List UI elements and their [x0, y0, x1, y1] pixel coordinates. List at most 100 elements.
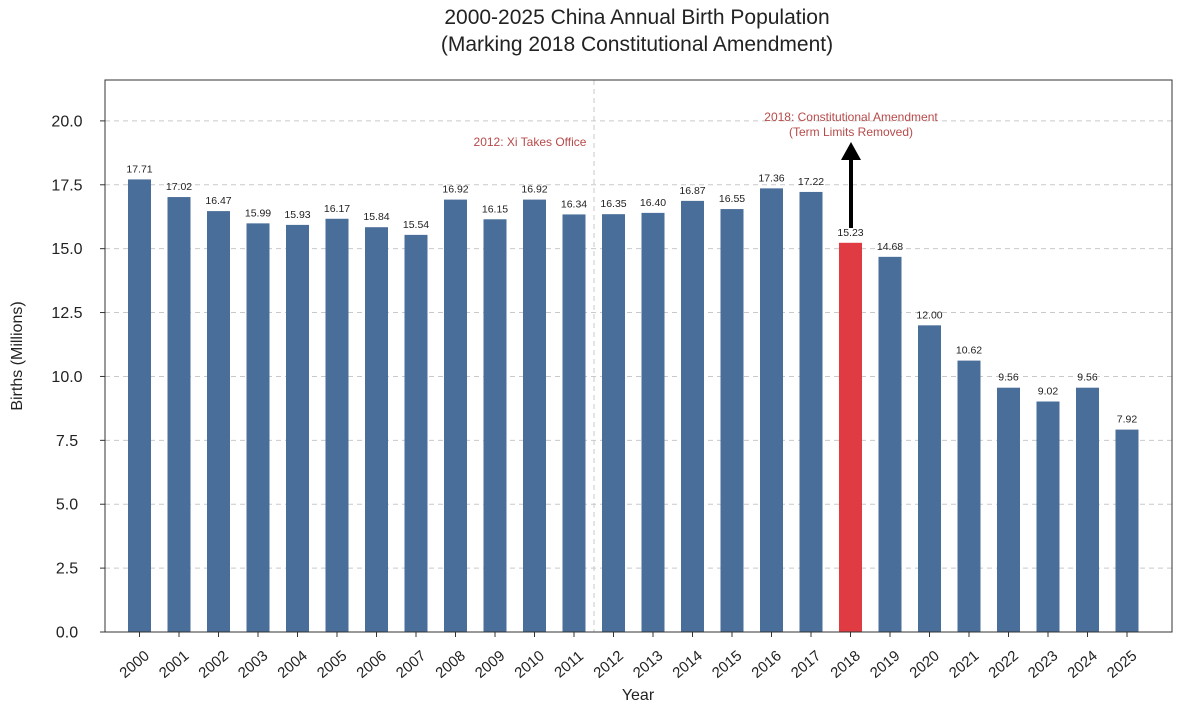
y-tick-label: 0.0 [56, 625, 78, 642]
x-tick-label: 2024 [1064, 647, 1100, 681]
bar-2025 [1115, 429, 1139, 632]
x-tick-label: 2016 [748, 647, 784, 681]
bar-2015 [720, 209, 744, 633]
x-tick-label: 2014 [669, 647, 705, 681]
y-tick-label: 7.5 [56, 433, 78, 450]
x-tick-label: 2020 [906, 647, 942, 681]
bar-2000 [128, 179, 151, 632]
amendment-arrow-head-icon [841, 142, 861, 160]
x-tick-label: 2023 [1025, 647, 1061, 681]
amendment-annotation-line2: (Term Limits Removed) [789, 125, 913, 139]
amendment-annotation-line1: 2018: Constitutional Amendment [764, 110, 938, 124]
bar-value-label: 16.87 [679, 185, 705, 197]
bar-2012 [602, 214, 625, 632]
bar-value-label: 15.54 [403, 219, 429, 231]
y-tick-label: 17.5 [51, 177, 82, 194]
bar-value-label: 16.47 [205, 195, 231, 207]
bar-2009 [483, 219, 507, 632]
x-tick-label: 2021 [946, 647, 982, 681]
y-axis-ticks: 0.0 2.5 5.0 7.5 10.0 12.5 15.0 17.5 20.0 [51, 113, 105, 642]
x-tick-label: 2010 [511, 647, 547, 681]
x-axis-ticks: 2000 2001 2002 2003 2004 2005 2006 2007 2008 2009… [116, 632, 1140, 682]
bar-value-label: 17.36 [758, 172, 784, 184]
x-tick-label: 2001 [156, 647, 192, 681]
chart-title-line2: (Marking 2018 Constitutional Amendment) [441, 33, 833, 56]
y-tick-label: 10.0 [51, 369, 82, 386]
bar-value-label: 16.55 [719, 193, 745, 205]
x-tick-label: 2022 [985, 647, 1021, 681]
y-tick-label: 20.0 [51, 113, 82, 130]
x-tick-label: 2004 [274, 647, 310, 681]
bar-value-label: 10.62 [956, 345, 982, 357]
bar-value-label: 17.02 [166, 181, 192, 193]
bar-2022 [997, 387, 1020, 632]
gridlines [105, 120, 1172, 569]
bar-2003 [246, 223, 270, 632]
x-tick-label: 2005 [314, 647, 350, 681]
bar-2013 [641, 212, 665, 632]
bar-value-label: 15.23 [837, 227, 863, 239]
bar-2018 [839, 242, 862, 633]
bar-value-label: 9.56 [1077, 372, 1098, 384]
bar-value-label: 15.99 [245, 207, 271, 219]
x-tick-label: 2003 [235, 647, 271, 681]
bar-2008 [444, 199, 467, 632]
x-tick-label: 2006 [353, 647, 389, 681]
x-axis-label: Year [622, 687, 655, 704]
bar-value-label: 16.92 [521, 184, 547, 196]
plot-frame [104, 79, 1173, 633]
bar-2005 [325, 218, 349, 632]
bar-value-label: 15.84 [363, 211, 389, 223]
bar-2020 [918, 325, 941, 632]
bar-2004 [286, 224, 309, 632]
x-tick-label: 2011 [551, 648, 587, 682]
bar-value-label: 16.34 [561, 198, 587, 210]
bar-2007 [404, 234, 428, 632]
xi-office-annotation: 2012: Xi Takes Office [474, 135, 587, 149]
bar-value-label: 16.92 [442, 184, 468, 196]
x-tick-label: 2002 [195, 647, 231, 681]
x-tick-label: 2018 [827, 647, 863, 681]
y-tick-label: 2.5 [56, 561, 78, 578]
bar-2006 [365, 227, 388, 632]
bar-2021 [957, 360, 981, 632]
y-tick-label: 15.0 [51, 241, 82, 258]
bar-value-label: 12.00 [916, 309, 942, 321]
chart-title-line1: 2000-2025 China Annual Birth Population [444, 6, 829, 29]
bar-2001 [167, 197, 191, 633]
x-tick-label: 2007 [393, 647, 429, 681]
x-tick-label: 2000 [116, 647, 152, 681]
bar-value-label: 16.35 [600, 198, 626, 210]
bar-2023 [1036, 401, 1060, 632]
x-tick-label: 2015 [709, 647, 745, 681]
y-tick-label: 5.0 [56, 497, 78, 514]
bar-2002 [207, 211, 230, 632]
bar-2014 [681, 200, 704, 632]
bar-value-labels: 17.71 17.02 16.47 15.99 15.93 16.17 15.84 15.54… [126, 163, 1137, 425]
x-tick-label: 2008 [432, 647, 468, 681]
x-tick-label: 2019 [867, 647, 903, 681]
bar-value-label: 7.92 [1117, 414, 1138, 426]
bar-value-label: 17.22 [798, 176, 824, 188]
y-axis-label: Births (Millions) [9, 301, 26, 410]
bar-2011 [562, 214, 586, 632]
bar-2024 [1076, 387, 1099, 632]
x-tick-label: 2025 [1104, 647, 1140, 681]
bar-2019 [878, 256, 902, 632]
bars [128, 179, 1139, 633]
bar-2017 [799, 191, 823, 632]
x-tick-label: 2013 [630, 647, 666, 681]
bar-2016 [760, 188, 783, 632]
x-tick-label: 2017 [788, 647, 824, 681]
bar-value-label: 17.71 [126, 163, 152, 175]
bar-value-label: 15.93 [284, 209, 310, 221]
y-tick-label: 12.5 [51, 305, 82, 322]
x-tick-label: 2009 [472, 647, 508, 681]
bar-value-label: 16.17 [324, 203, 350, 215]
bar-value-label: 16.15 [482, 203, 508, 215]
bar-2010 [523, 199, 546, 632]
bar-value-label: 9.56 [998, 372, 1019, 384]
bar-value-label: 14.68 [877, 241, 903, 253]
